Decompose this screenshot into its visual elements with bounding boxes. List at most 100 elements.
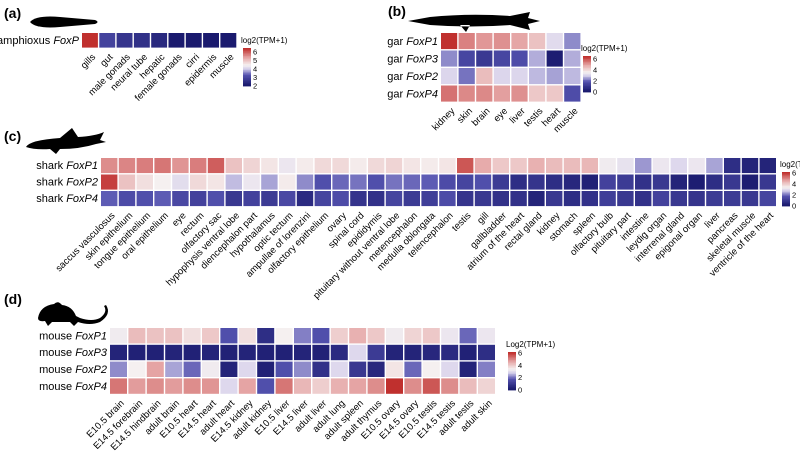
heatmap-cell-foxp4-atrium-of-the-heart xyxy=(510,191,527,207)
heatmap-cell-foxp4-saccus-vasculosus xyxy=(101,191,118,207)
legend-gradient-step xyxy=(782,198,790,201)
legend-gradient-step xyxy=(243,51,251,54)
heatmap-cell-foxp1-e14-5-forebrain xyxy=(128,328,146,344)
heatmap-cell-foxp2-spinal-cord xyxy=(350,174,367,190)
legend-gradient-step xyxy=(243,54,251,57)
heatmap-cell-foxp1-liver xyxy=(706,158,723,174)
heatmap-cell-foxp2-telencephalon xyxy=(439,174,456,190)
heatmap-cell-foxp-hepatic xyxy=(151,33,168,48)
legend-gradient-step xyxy=(782,179,790,181)
heatmap-cell-foxp1-medulla-oblongata xyxy=(421,158,438,174)
heatmap-cell-foxp4-kidney xyxy=(546,191,563,207)
legend-gradient-step xyxy=(508,352,516,354)
legend-gradient-step xyxy=(508,388,516,391)
heatmap-cell-foxp3-adult-liver xyxy=(312,344,330,361)
heatmap-cell-foxp4-e14-5-ovary xyxy=(404,378,422,394)
legend-gradient-step xyxy=(583,71,591,73)
heatmap-cell-foxp4-e14-5-kidney xyxy=(238,378,256,394)
legend-title: log2(TPM+1) xyxy=(241,36,288,45)
legend-gradient-step xyxy=(508,382,516,385)
heatmap-cell-foxp2-optic-tectum xyxy=(279,174,296,190)
heatmap-cell-foxp4-epididymis xyxy=(368,191,385,207)
heatmap-cell-foxp-female-gonads xyxy=(168,33,185,48)
heatmap-cell-foxp3-kidney xyxy=(441,50,458,67)
column-label-brain: brain xyxy=(470,106,493,129)
heatmap-cell-foxp4-gallbladder xyxy=(492,191,509,207)
heatmap-cell-foxp4-skin xyxy=(458,85,475,102)
row-label-shark-foxp2: shark FoxP2 xyxy=(36,177,98,189)
heatmap-cell-foxp2-medulla-oblongata xyxy=(421,174,438,190)
heatmap-cell-foxp1-pituitary-without-ventral-lobe xyxy=(385,158,403,174)
legend-gradient-step xyxy=(243,81,251,84)
heatmap-cell-foxp4-ampullae-of-lorenzini xyxy=(296,191,314,207)
legend-gradient-step xyxy=(583,63,591,66)
heatmap-cell-foxp1-e10-5-ovary xyxy=(386,328,403,344)
legend-gradient-step xyxy=(583,83,591,85)
heatmap-cell-foxp3-brain xyxy=(476,50,493,67)
panel-b: (b) gar FoxP1 gar FoxP3 gar FoxP2 gar FoxP4… xyxy=(387,3,628,135)
amphioxus-silhouette-icon xyxy=(30,16,98,28)
heatmap-cell-foxp2-saccus-vasculosus xyxy=(101,174,118,190)
legend-gradient-step xyxy=(243,82,251,85)
heatmap-cell-foxp4-leydig-organ xyxy=(652,191,670,207)
heatmap-cell-foxp1-adult-brain xyxy=(165,328,183,344)
heatmap-cell-foxp3-adult-lung xyxy=(330,344,348,361)
legend-gradient-step xyxy=(782,197,790,200)
column-label-gills: gills xyxy=(79,52,99,72)
legend-gradient-step xyxy=(782,200,790,203)
heatmap-cell-foxp2-adult-spleen xyxy=(349,361,367,377)
heatmap-cell-foxp3-e14-5-ovary xyxy=(404,344,422,361)
heatmap-cell-foxp4-skin-epithelium xyxy=(118,191,136,207)
legend-gradient-step xyxy=(508,386,516,389)
column-label-testis: testis xyxy=(450,210,474,234)
row-label-mouse-foxp4: mouse FoxP4 xyxy=(39,381,107,393)
heatmap-cell-foxp2-adult-heart xyxy=(220,361,238,377)
heatmap-cell-foxp1-epigonal-organ xyxy=(688,158,705,174)
heatmap-cell-foxp4-ovary xyxy=(332,191,349,207)
legend-tick-0: 0 xyxy=(593,88,597,97)
heatmap-cell-foxp1-pituitary-part xyxy=(617,158,634,174)
legend-gradient-step xyxy=(782,193,790,196)
legend-gradient-step xyxy=(782,187,790,190)
heatmap-cell-foxp4-adult-liver xyxy=(312,378,330,394)
legend-shark: log2(TPM+1) 0 2 4 6 xyxy=(780,160,800,211)
heatmap-cell-foxp4-adult-testis xyxy=(459,378,477,394)
heatmap-cell-foxp4-olfactory-sac xyxy=(207,191,225,207)
heatmap-cell-foxp1-kidney xyxy=(546,158,563,174)
heatmap-cell-foxp4-e14-5-testis xyxy=(441,378,459,394)
heatmap-cell-foxp4-kidney xyxy=(441,85,458,102)
heatmap-cell-foxp1-brain xyxy=(476,33,493,50)
legend-gradient-step xyxy=(583,59,591,61)
heatmap-cell-foxp1-stomach xyxy=(563,158,581,174)
heatmap-cell-foxp1-e10-5-testis xyxy=(422,328,440,344)
heatmap-cell-foxp1-adult-kidney xyxy=(257,328,275,344)
legend-gradient-step xyxy=(583,90,591,93)
heatmap-cell-foxp4-diencephalon-part xyxy=(243,191,260,207)
heatmap-cell-foxp4-metencephalon xyxy=(403,191,420,207)
legend-gradient-step xyxy=(782,172,790,174)
heatmap-cell-foxp3-adult-skin xyxy=(478,344,495,361)
heatmap-cell-foxp1-skin-epithelium xyxy=(118,158,136,174)
heatmap-cell-foxp1-muscle xyxy=(564,33,581,50)
legend-gradient-step xyxy=(508,375,516,378)
legend-gradient-step xyxy=(782,183,790,186)
heatmap-cell-foxp4-epigonal-organ xyxy=(688,191,705,207)
heatmap-cell-foxp4-gill xyxy=(474,191,492,207)
heatmap-cell-foxp2-adult-brain xyxy=(165,361,183,377)
heatmap-cell-foxp4-adult-heart xyxy=(220,378,238,394)
legend-gradient-step xyxy=(782,203,790,205)
legend-title: log2(TPM+1) xyxy=(780,160,800,169)
heatmap-cell-foxp1-rectal-gland xyxy=(528,158,545,174)
legend-gradient-step xyxy=(782,194,790,197)
heatmap-cell-foxp4-oral-epithelium xyxy=(154,191,171,207)
heatmap-cell-foxp1-e10-5-brain xyxy=(110,328,127,344)
heatmap-cell-foxp4-adult-kidney xyxy=(257,378,275,394)
legend-gradient-step xyxy=(508,371,516,373)
heatmap-cell-foxp2-gill xyxy=(474,174,492,190)
heatmap-cell-foxp2-liver xyxy=(511,68,528,85)
heatmap-cell-foxp2-eye xyxy=(493,68,510,85)
legend-gradient-step xyxy=(508,385,516,388)
